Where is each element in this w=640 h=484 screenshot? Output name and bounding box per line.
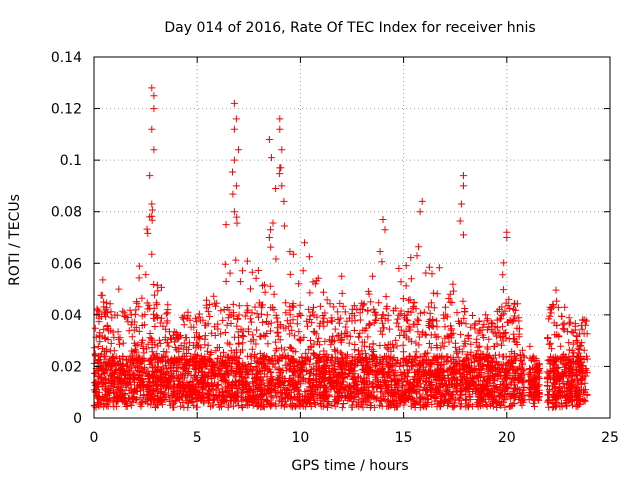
y-axis-label: ROTI / TECUs — [7, 194, 23, 286]
x-tick-label: 10 — [291, 430, 309, 446]
y-tick-label: 0 — [73, 411, 82, 427]
roti-markers — [90, 84, 591, 412]
x-tick-label: 0 — [90, 430, 99, 446]
x-tick-label: 15 — [395, 430, 413, 446]
y-tick-label: 0.04 — [51, 308, 82, 324]
y-tick-label: 0.08 — [51, 205, 82, 221]
x-axis-label: GPS time / hours — [291, 458, 408, 474]
y-tick-label: 0.12 — [51, 102, 82, 118]
y-tick-label: 0.1 — [60, 153, 82, 169]
data-points — [90, 84, 591, 412]
axis-ticks: 0 0.02 0.04 0.06 0.08 0.1 0.12 0.14 0 5 10 15 20 25 — [51, 50, 619, 446]
y-tick-label: 0.06 — [51, 256, 82, 272]
x-tick-label: 5 — [193, 430, 202, 446]
x-tick-label: 20 — [498, 430, 516, 446]
x-tick-label: 25 — [601, 430, 619, 446]
y-tick-label: 0.14 — [51, 50, 82, 66]
plot-frame — [93, 56, 611, 419]
chart-title: Day 014 of 2016, Rate Of TEC Index for r… — [164, 20, 535, 36]
y-tick-label: 0.02 — [51, 359, 82, 375]
